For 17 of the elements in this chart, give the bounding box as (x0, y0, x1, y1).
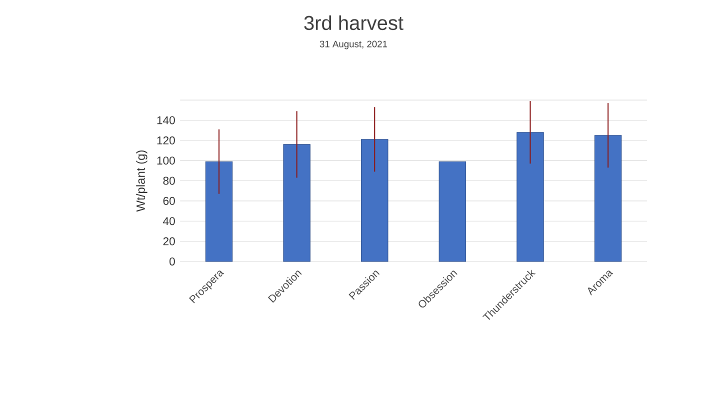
bar (283, 144, 310, 262)
y-tick-label: 20 (163, 237, 175, 246)
y-tick-label: 120 (157, 136, 175, 144)
y-tick-label: 140 (157, 116, 175, 124)
chart-subtitle: 31 August, 2021 (320, 40, 388, 50)
y-tick-label: 80 (163, 176, 175, 185)
bar (438, 161, 466, 262)
bar (205, 161, 233, 262)
y-tick-label: 40 (163, 217, 175, 226)
bar (516, 132, 544, 262)
chart-title: 3rd harvest (304, 15, 404, 30)
bar (361, 139, 388, 262)
y-tick-label: 0 (170, 257, 175, 266)
y-tick-label: 100 (157, 156, 175, 164)
y-axis-title: Wt/plant (g) (136, 150, 148, 212)
y-tick-label: 60 (163, 196, 175, 205)
bar (594, 134, 622, 262)
